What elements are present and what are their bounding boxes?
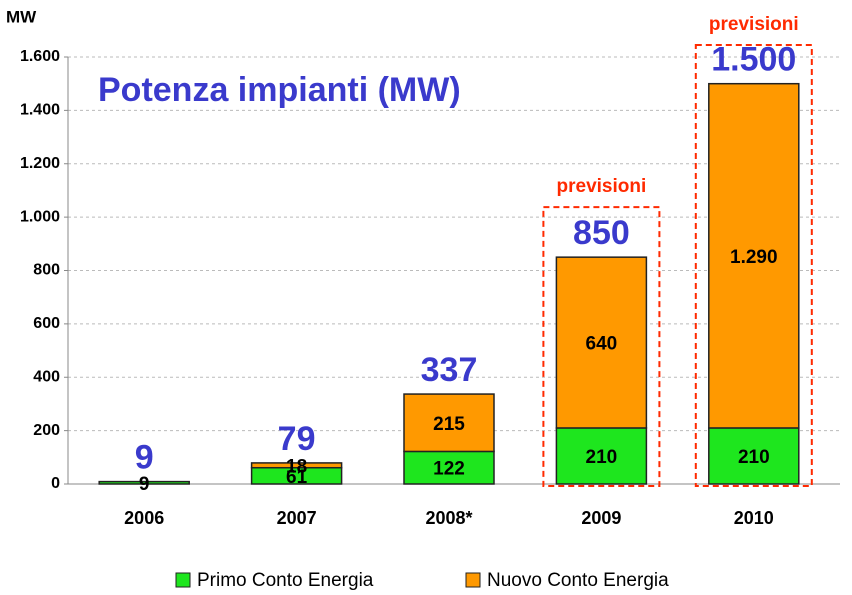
data-label: 122 [433,459,465,480]
total-label: 337 [421,351,478,389]
x-tick-label: 2010 [734,508,774,528]
x-tick-label: 2009 [581,508,621,528]
x-tick-label: 2007 [277,508,317,528]
data-label: 61 [286,467,308,488]
y-tick-label: 800 [33,262,60,279]
chart-title: Potenza impianti (MW) [98,71,461,109]
bar-segment [403,393,495,453]
data-label: 210 [738,447,770,468]
y-tick-label: 1.600 [20,48,60,65]
legend-swatch [175,572,191,588]
total-label: 79 [278,420,316,458]
bar-segment [250,462,343,469]
annotation: previsioni [709,14,799,35]
y-axis-label: MW [6,7,37,26]
total-label: 9 [135,439,154,477]
y-tick-label: 1.000 [20,208,60,225]
annotation: previsioni [557,176,647,197]
data-label: 18 [286,456,307,477]
bar-segment [555,256,648,429]
bar-segment [98,480,190,485]
bar-segment [555,427,648,485]
x-tick-label: 2006 [124,508,164,528]
data-label: 640 [586,334,618,355]
legend-label: Nuovo Conto Energia [487,570,669,591]
forecast-box [694,44,813,487]
y-tick-label: 0 [51,475,60,492]
y-tick-label: 1.200 [20,155,60,172]
x-tick-label: 2008* [425,508,472,528]
y-tick-label: 600 [33,315,60,332]
y-tick-label: 1.400 [20,102,60,119]
y-tick-label: 400 [33,368,60,385]
total-label: 850 [573,214,630,252]
total-label: 1.500 [711,41,796,79]
bar-segment [403,450,495,485]
data-label: 9 [139,474,150,495]
forecast-box [542,206,661,487]
data-label: 1.290 [730,247,778,268]
bar-segment [708,82,800,429]
bar-segment [708,427,800,485]
data-label: 210 [586,447,618,468]
data-label: 215 [433,414,465,435]
legend-label: Primo Conto Energia [197,570,374,591]
y-tick-label: 200 [33,422,60,439]
legend-swatch [465,572,481,588]
